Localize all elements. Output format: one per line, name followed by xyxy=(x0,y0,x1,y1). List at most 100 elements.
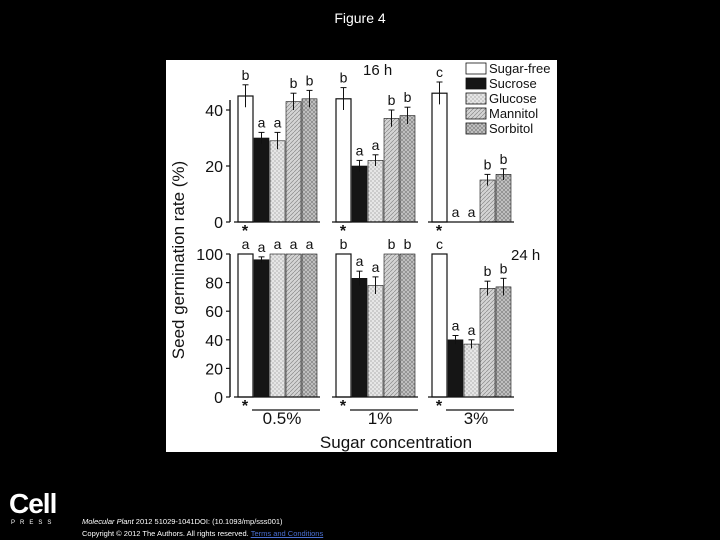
significance-letter: b xyxy=(484,156,492,172)
significance-letter: a xyxy=(372,137,380,153)
bar-sugar-free-1pct xyxy=(335,98,352,223)
significance-letter: b xyxy=(290,75,298,91)
terms-link[interactable]: Terms and Conditions xyxy=(250,529,324,538)
copyright-text: Copyright © 2012 The Authors. All rights… xyxy=(82,529,251,538)
cell-press-logo: Cell PRESS xyxy=(9,488,65,527)
y-tick-label: 20 xyxy=(205,159,223,176)
legend-label-sugar-free: Sugar-free xyxy=(489,61,550,76)
significance-letter: b xyxy=(500,260,508,276)
legend-swatch-glucose xyxy=(465,92,487,105)
bar-sorbitol-0-5pct xyxy=(301,98,318,223)
asterisk: * xyxy=(242,223,249,240)
bar-sucrose-0-5pct xyxy=(253,137,270,223)
bar-sugar-free-0-5pct xyxy=(237,253,254,398)
significance-letter: a xyxy=(452,318,460,334)
y-tick-label: 80 xyxy=(205,276,223,293)
y-axis-title: Seed germination rate (%) xyxy=(169,161,188,359)
legend-label-mannitol: Mannitol xyxy=(489,106,538,121)
significance-letter: a xyxy=(372,259,380,275)
bar-sucrose-0-5pct xyxy=(253,259,270,398)
significance-letter: a xyxy=(306,236,314,252)
significance-letter: b xyxy=(404,236,412,252)
legend-swatch-sorbitol xyxy=(465,122,487,135)
figure-panel: 0 20 40 16 h b a a b b * b a a b b * c a a b b * 0 20 40 60 80 100 2… xyxy=(166,60,557,452)
x-axis-title: Sugar concentration xyxy=(320,433,472,452)
significance-letter: b xyxy=(500,151,508,167)
bar-glucose-3pct xyxy=(463,343,480,398)
significance-letter: c xyxy=(436,64,443,80)
y-tick-label: 100 xyxy=(196,247,223,264)
asterisk: * xyxy=(436,223,443,240)
legend-label-glucose: Glucose xyxy=(489,91,537,106)
asterisk: * xyxy=(340,223,347,240)
asterisk: * xyxy=(436,398,443,415)
bar-sugar-free-3pct xyxy=(431,92,448,223)
y-tick-label: 40 xyxy=(205,103,223,120)
citation-block: Molecular Plant 2012 51029-1041DOI: (10.… xyxy=(82,516,323,540)
y-tick-label: 0 xyxy=(214,390,223,407)
category-label: 3% xyxy=(464,409,489,428)
bar-sucrose-1pct xyxy=(351,165,368,223)
significance-letter: b xyxy=(388,92,396,108)
significance-letter: b xyxy=(242,67,250,83)
significance-letter: a xyxy=(356,142,364,158)
bar-sorbitol-1pct xyxy=(399,253,416,398)
significance-letter: b xyxy=(388,236,396,252)
significance-letter: a xyxy=(274,236,282,252)
significance-letter: a xyxy=(258,239,266,255)
legend-label-sucrose: Sucrose xyxy=(489,76,537,91)
bar-sugar-free-0-5pct xyxy=(237,95,254,223)
bar-sorbitol-3pct xyxy=(495,286,512,398)
asterisk: * xyxy=(242,398,249,415)
legend-swatch-sucrose xyxy=(465,77,487,90)
bar-sucrose-1pct xyxy=(351,278,368,398)
bar-sorbitol-0-5pct xyxy=(301,253,318,398)
bar-mannitol-3pct xyxy=(479,179,496,223)
category-label: 1% xyxy=(368,409,393,428)
bar-mannitol-1pct xyxy=(383,253,400,398)
bar-mannitol-0-5pct xyxy=(285,101,302,223)
legend-swatch-sugar-free xyxy=(465,62,487,75)
bar-mannitol-3pct xyxy=(479,288,496,398)
significance-letter: a xyxy=(468,322,476,338)
significance-letter: a xyxy=(242,236,250,252)
bar-glucose-0-5pct xyxy=(269,140,286,223)
copyright-line: Copyright © 2012 The Authors. All rights… xyxy=(82,528,323,540)
significance-letter: a xyxy=(258,114,266,130)
y-tick-label: 0 xyxy=(214,215,223,232)
significance-letter: b xyxy=(340,70,348,86)
y-tick-label: 60 xyxy=(205,304,223,321)
significance-letter: a xyxy=(356,253,364,269)
significance-letter: a xyxy=(452,204,460,220)
bar-glucose-0-5pct xyxy=(269,253,286,398)
significance-letter: a xyxy=(290,236,298,252)
citation-line: Molecular Plant 2012 51029-1041DOI: (10.… xyxy=(82,516,323,528)
press-logo-text: PRESS xyxy=(11,520,57,526)
y-tick-label: 20 xyxy=(205,361,223,378)
significance-letter: b xyxy=(306,72,314,88)
citation-details: 2012 51029-1041DOI: (10.1093/mp/sss001) xyxy=(133,517,283,526)
bar-sugar-free-3pct xyxy=(431,253,448,398)
significance-letter: a xyxy=(468,204,476,220)
bar-sugar-free-1pct xyxy=(335,253,352,398)
figure-title: Figure 4 xyxy=(334,10,386,26)
significance-letter: b xyxy=(484,263,492,279)
bar-glucose-1pct xyxy=(367,160,384,223)
cell-logo-text: Cell xyxy=(9,488,57,519)
panel-label: 24 h xyxy=(511,247,540,264)
bar-mannitol-0-5pct xyxy=(285,253,302,398)
bar-sorbitol-1pct xyxy=(399,115,416,223)
y-tick-label: 40 xyxy=(205,333,223,350)
legend-swatch-mannitol xyxy=(465,107,487,120)
bar-sorbitol-3pct xyxy=(495,174,512,223)
legend-label-sorbitol: Sorbitol xyxy=(489,121,533,136)
panel-label: 16 h xyxy=(363,62,392,79)
significance-letter: b xyxy=(404,89,412,105)
asterisk: * xyxy=(340,398,347,415)
bar-glucose-1pct xyxy=(367,285,384,398)
significance-letter: c xyxy=(436,236,443,252)
significance-letter: b xyxy=(340,236,348,252)
category-label: 0.5% xyxy=(263,409,302,428)
bar-sucrose-3pct xyxy=(447,339,464,398)
